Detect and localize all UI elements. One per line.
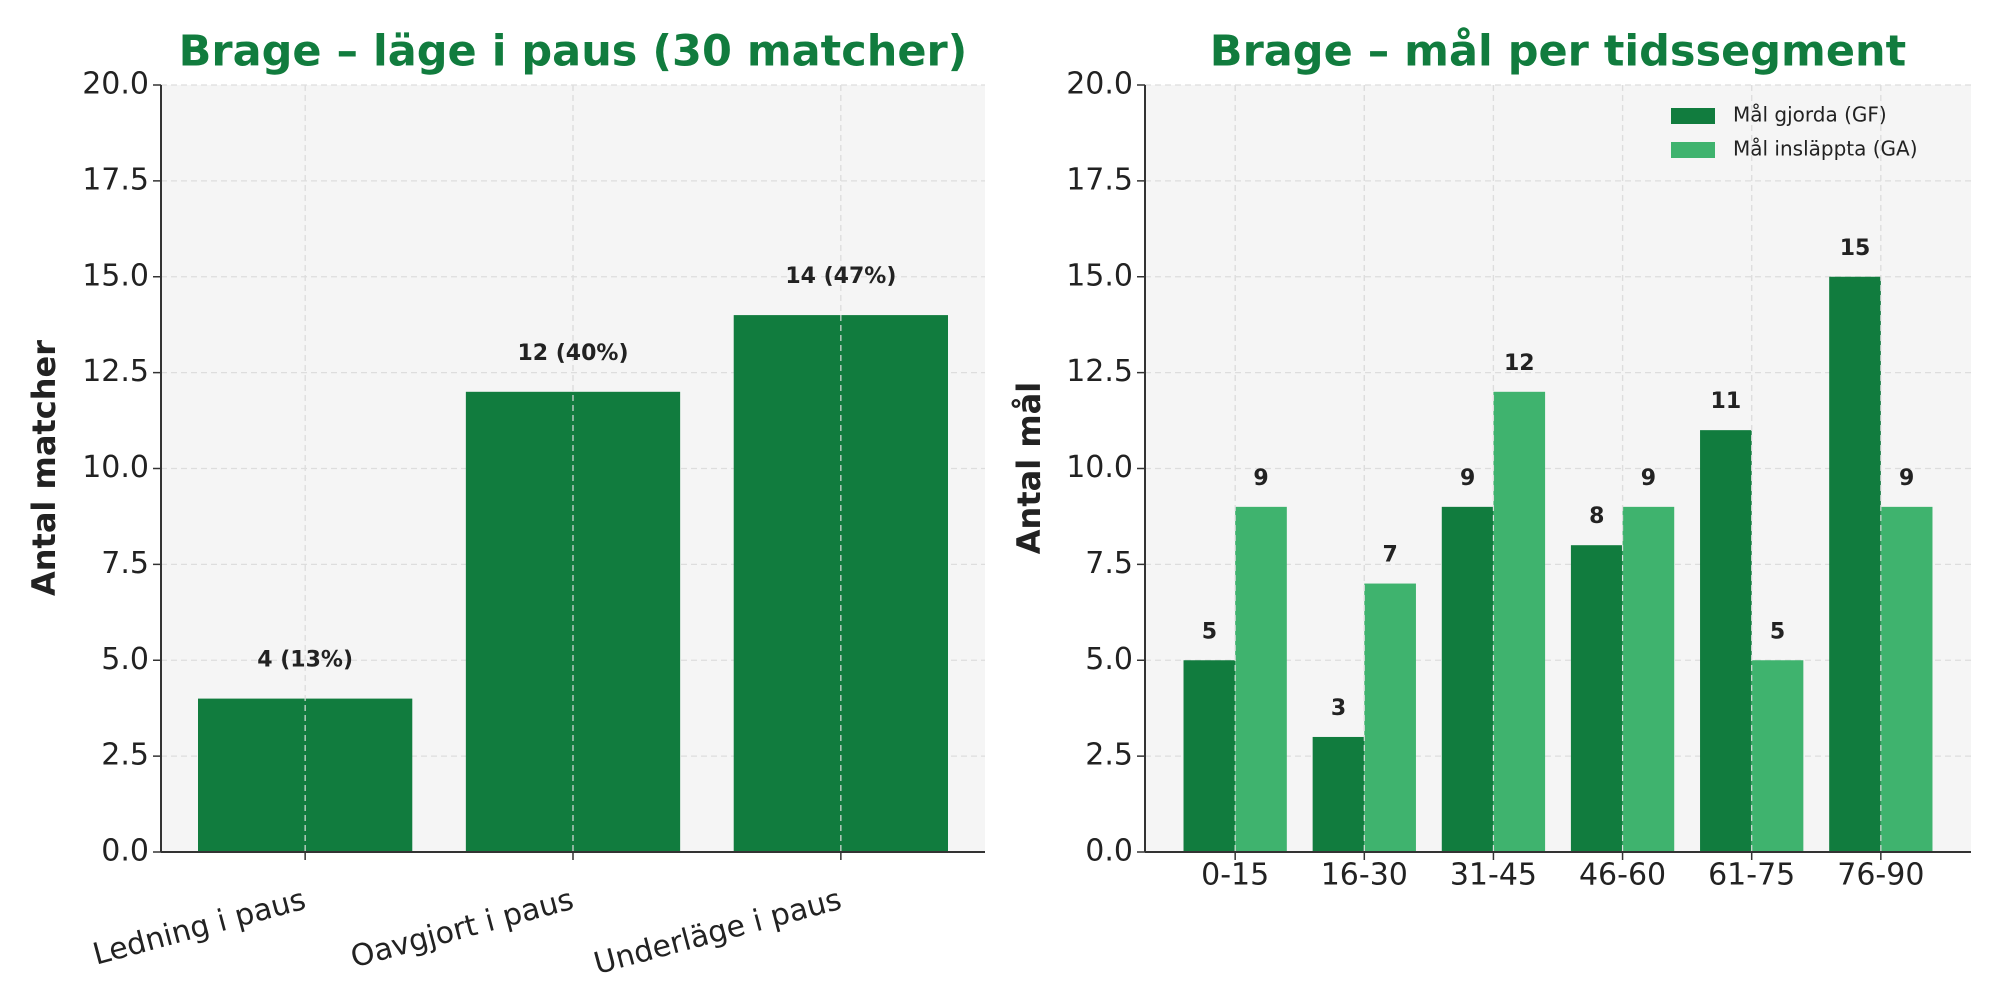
value-label: 8	[1589, 504, 1604, 529]
x-tick-label: 76-90	[1837, 858, 1924, 893]
legend-label: Mål insläppta (GA)	[1733, 137, 1918, 161]
bar	[1880, 506, 1933, 852]
bar	[1235, 506, 1287, 852]
value-label: 15	[1840, 236, 1871, 261]
x-tick-label: 31-45	[1450, 858, 1537, 893]
y-tick-label: 2.5	[1085, 738, 1133, 773]
x-tick-label: Ledning i paus	[89, 882, 309, 972]
y-axis-label: Antal matcher	[25, 340, 63, 596]
y-tick-label: 2.5	[101, 738, 149, 773]
bar	[1700, 430, 1752, 852]
y-tick-label: 10.0	[82, 450, 149, 485]
y-tick-label: 5.0	[101, 642, 149, 677]
value-label: 4 (13%)	[257, 648, 353, 673]
y-tick-label: 12.5	[1066, 354, 1133, 389]
y-tick-label: 0.0	[101, 834, 149, 869]
value-label: 3	[1331, 696, 1346, 721]
chart-title: Brage – mål per tidssegment	[1210, 27, 1906, 77]
value-label: 5	[1770, 619, 1785, 644]
chart-title: Brage – läge i paus (30 matcher)	[179, 27, 968, 77]
x-tick-label: 61-75	[1708, 858, 1795, 893]
x-tick-label: 16-30	[1321, 858, 1408, 893]
value-label: 9	[1899, 466, 1914, 491]
x-tick-label: Oavgjort i paus	[347, 882, 577, 975]
y-tick-label: 5.0	[1085, 642, 1133, 677]
value-label: 9	[1460, 466, 1475, 491]
legend-swatch	[1671, 108, 1715, 124]
bar	[1751, 660, 1804, 852]
value-label: 9	[1253, 466, 1268, 491]
bar	[1570, 545, 1623, 852]
value-label: 12 (40%)	[517, 341, 628, 366]
bar	[1364, 583, 1416, 852]
x-tick-label: 46-60	[1579, 858, 1666, 893]
y-tick-label: 7.5	[1085, 546, 1133, 581]
bar	[1622, 506, 1675, 852]
bar	[1493, 391, 1546, 852]
y-tick-label: 7.5	[101, 546, 149, 581]
y-tick-label: 17.5	[82, 162, 149, 197]
y-tick-label: 15.0	[82, 258, 149, 293]
bar	[1312, 736, 1365, 852]
y-tick-label: 20.0	[1066, 67, 1133, 102]
legend-label: Mål gjorda (GF)	[1733, 103, 1887, 127]
value-label: 9	[1641, 466, 1656, 491]
bar	[1829, 276, 1881, 852]
y-tick-label: 15.0	[1066, 258, 1133, 293]
y-tick-label: 12.5	[82, 354, 149, 389]
value-label: 11	[1711, 389, 1742, 414]
bar	[733, 315, 948, 853]
x-tick-label: Underläge i paus	[590, 882, 845, 982]
value-label: 5	[1202, 619, 1217, 644]
y-tick-label: 20.0	[82, 67, 149, 102]
value-label: 12	[1504, 351, 1535, 376]
y-tick-label: 0.0	[1085, 834, 1133, 869]
bar	[1441, 506, 1494, 852]
value-label: 7	[1382, 543, 1397, 568]
value-label: 14 (47%)	[785, 264, 896, 289]
y-tick-label: 10.0	[1066, 450, 1133, 485]
bar	[1183, 660, 1236, 852]
y-tick-label: 17.5	[1066, 162, 1133, 197]
y-axis-label: Antal mål	[1010, 382, 1048, 554]
x-tick-label: 0-15	[1201, 858, 1269, 893]
legend-swatch	[1671, 142, 1715, 158]
